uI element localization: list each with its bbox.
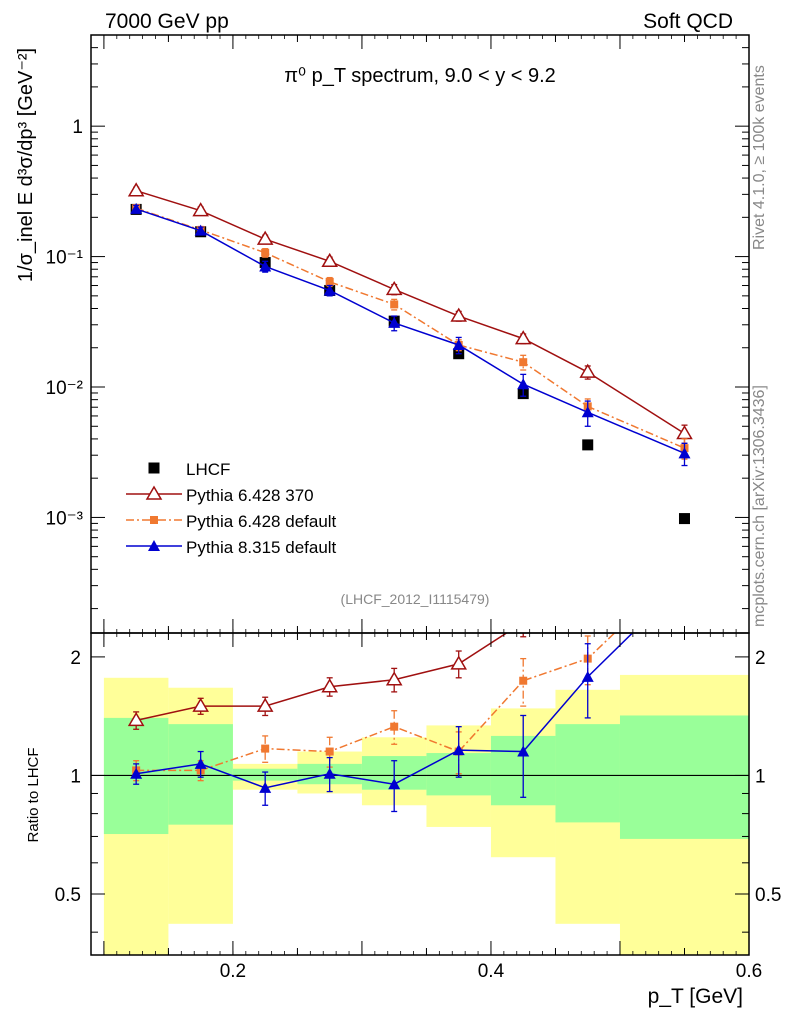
main-series1-point-7	[579, 363, 597, 378]
ratio-ytick-label-left-0: 0.5	[55, 885, 81, 906]
main-series1-point-8	[676, 425, 693, 440]
ratio-series1-point-4	[390, 722, 399, 731]
legend-marker-2	[150, 516, 158, 524]
main-series0-point-7	[582, 439, 594, 451]
main-ytick-label-0: 10⁻³	[46, 508, 84, 529]
analysis-label: (LHCF_2012_I1115479)	[341, 591, 490, 607]
main-series2-point-4	[390, 300, 399, 309]
ratio-series0-point-2	[256, 697, 274, 712]
ratio-series0-point-3	[321, 678, 338, 693]
main-series1-point-5	[450, 307, 468, 322]
main-series1-point-2	[256, 230, 274, 245]
ratio-series1-point-8	[680, 562, 688, 570]
ratio-series0-point-0	[127, 711, 145, 727]
ratio-y-axis-label: Ratio to LHCF	[25, 747, 42, 842]
xtick-label-2: 0.6	[736, 961, 762, 982]
axes: 10⁻³ 10⁻² 10⁻¹ 1 0.2 0.4 0.6 0.5 0.5 1 1 2 2	[46, 34, 781, 982]
legend-marker-1	[145, 485, 163, 500]
ratio-ytick-label-right-0: 0.5	[755, 885, 781, 906]
main-ytick-label-3: 1	[72, 117, 83, 138]
ratio-ytick-label-right-2: 2	[755, 648, 766, 669]
legend-label-1: Pythia 6.428 370	[186, 486, 314, 505]
band-inner-7	[555, 724, 620, 823]
main-ytick-label-2: 10⁻¹	[46, 248, 84, 269]
ratio-series1-line	[136, 633, 616, 772]
main-series3-point-8	[678, 447, 691, 459]
main-series3-point-3	[323, 284, 336, 296]
legend: LHCF Pythia 6.428 370 Pythia 6.428 default…	[126, 460, 337, 557]
xtick-label-1: 0.4	[478, 961, 505, 982]
band-inner-8	[619, 715, 749, 839]
main-series2-point-3	[325, 277, 334, 286]
legend-label-2: Pythia 6.428 default	[186, 512, 337, 531]
main-series1-point-6	[514, 330, 532, 345]
main-series1-point-3	[321, 252, 338, 268]
ratio-ytick-label-left-1: 1	[70, 766, 81, 787]
main-ytick-label-1: 10⁻²	[46, 378, 84, 399]
x-axis-label: p_T [GeV]	[648, 985, 743, 1008]
ratio-series2-point-2	[259, 781, 272, 793]
ratio-series0-point-6	[516, 615, 530, 627]
legend-label-3: Pythia 8.315 default	[186, 538, 337, 557]
ratio-series2-point-4	[388, 778, 401, 790]
ratio-series0-point-4	[385, 671, 403, 686]
main-series3-point-2	[259, 260, 272, 272]
ratio-series0-point-1	[192, 697, 209, 712]
main-series3-point-7	[581, 406, 594, 418]
main-series1-point-0	[127, 182, 145, 197]
ratio-series1-point-3	[325, 747, 334, 756]
ratio-series2-point-7	[581, 670, 594, 682]
legend-label-0: LHCF	[186, 460, 230, 479]
ratio-ytick-label-right-1: 1	[755, 766, 766, 787]
main-panel	[127, 182, 693, 525]
main-series3-point-1	[194, 224, 207, 236]
ratio-series2-point-0	[130, 767, 143, 779]
ratio-series2-point-5	[452, 744, 465, 756]
header-left: 7000 GeV pp	[105, 10, 229, 33]
chart-title: π⁰ p_T spectrum, 9.0 < y < 9.2	[284, 65, 556, 87]
main-y-axis-label: 1/σ_inel E d³σ/dp³ [GeV⁻²]	[15, 48, 37, 282]
main-series3-point-4	[388, 316, 401, 328]
ratio-series2-point-3	[323, 767, 336, 779]
mcplots-label: mcplots.cern.ch [arXiv:1306.3436]	[751, 385, 768, 627]
ratio-series0-point-7	[581, 570, 595, 582]
ratio-series0-point-5	[450, 655, 468, 670]
ratio-series2-point-1	[194, 757, 207, 769]
main-series1-point-1	[192, 202, 209, 217]
ratio-series1-point-6	[519, 676, 528, 685]
ratio-panel	[91, 562, 749, 813]
main-series0-point-8	[678, 513, 690, 525]
main-series2-point-2	[261, 248, 270, 257]
main-series3-point-5	[452, 338, 465, 350]
ratio-series2-point-8	[678, 576, 690, 587]
ratio-frame	[90, 632, 750, 956]
ratio-series2-point-6	[517, 745, 530, 757]
main-series1-line	[135, 189, 685, 435]
main-series3-line	[135, 208, 685, 455]
ratio-ytick-label-left-2: 2	[70, 648, 81, 669]
legend-marker-3	[148, 540, 160, 551]
header-right: Soft QCD	[643, 10, 733, 33]
ratio-series1-point-2	[261, 744, 270, 753]
main-series3-point-0	[130, 202, 143, 214]
main-series1-point-4	[385, 280, 403, 296]
ratio-uncertainty-bands	[103, 674, 749, 955]
xtick-label-0: 0.2	[220, 961, 246, 982]
rivet-label: Rivet 4.1.0, ≥ 100k events	[751, 65, 768, 250]
main-series3-point-6	[517, 378, 530, 390]
legend-marker-0	[148, 462, 160, 474]
main-series2-point-6	[519, 358, 528, 367]
